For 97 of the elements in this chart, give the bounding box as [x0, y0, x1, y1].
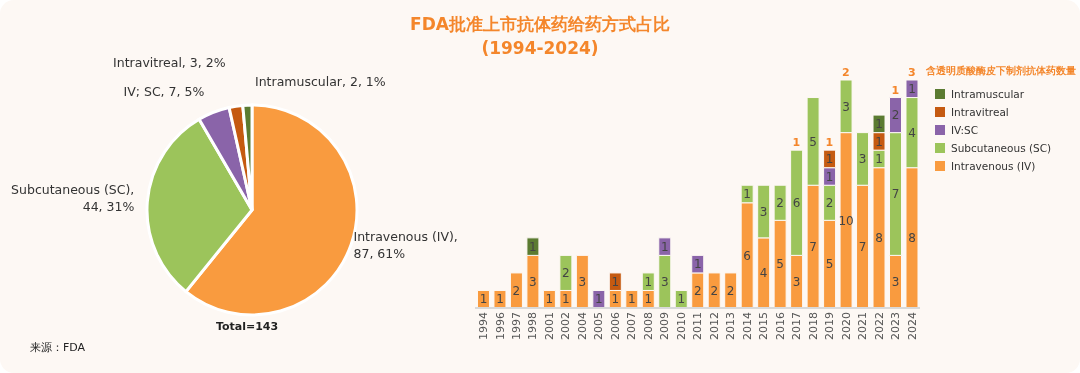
annotation: 1: [792, 136, 801, 150]
data-label: 2: [693, 283, 702, 298]
bar: [575, 254, 589, 308]
x-tick-label: 2006: [608, 312, 622, 340]
data-label: 3: [759, 204, 768, 219]
data-label: 1: [562, 292, 570, 307]
legend-label: IV:SC: [951, 124, 978, 136]
data-label: 2: [710, 283, 719, 298]
slice-label: Intramuscular, 2, 1%: [255, 74, 386, 89]
data-label: 7: [858, 239, 867, 254]
annotation: 1: [825, 136, 834, 150]
legend-label: Subcutaneous (SC): [951, 142, 1052, 154]
x-tick-label: 2010: [674, 312, 688, 340]
annotation: 3: [907, 66, 916, 79]
data-label: 3: [578, 274, 587, 289]
x-tick-label: 2020: [839, 312, 853, 340]
data-label: 5: [809, 134, 817, 149]
data-label: 1: [743, 187, 751, 202]
bar: [724, 272, 738, 308]
x-tick-label: 1998: [526, 312, 540, 340]
data-label: 2: [776, 196, 784, 211]
x-tick-label: 2001: [542, 312, 556, 340]
x-tick-label: 2013: [724, 312, 738, 340]
x-tick-label: 2015: [757, 312, 771, 340]
data-label: 1: [479, 292, 488, 307]
data-label: 1: [908, 82, 916, 97]
data-label: 5: [825, 257, 834, 272]
data-label: 7: [809, 239, 817, 254]
data-label: 1: [825, 152, 834, 167]
data-label: 1: [644, 274, 653, 289]
annotation: 1: [891, 83, 900, 97]
data-label: 7: [891, 187, 900, 202]
text: Total=143: [215, 320, 279, 333]
data-label: 5: [776, 257, 784, 272]
slice-label: IV; SC, 7, 5%: [123, 84, 205, 100]
data-label: 2: [726, 283, 735, 298]
data-label: 3: [842, 99, 850, 114]
chart-title: FDA批准上市抗体药给药方式占比 (1994-2024): [410, 13, 670, 60]
x-tick-label: 2014: [740, 312, 754, 340]
annotation: 2: [842, 66, 850, 79]
x-tick-label: 2018: [806, 312, 820, 340]
x-tick-label: 2024: [905, 312, 919, 340]
data-label: 2: [562, 266, 570, 281]
data-label: 1: [644, 292, 653, 307]
source-note: 来源：FDA: [30, 341, 86, 354]
data-label: 3: [891, 274, 900, 289]
x-tick-label: 2002: [559, 312, 573, 340]
slice-label: Intravitreal, 3, 2%: [113, 54, 226, 70]
data-label: 1: [611, 274, 620, 289]
x-tick-label: 2016: [773, 312, 787, 340]
data-label: 1: [677, 292, 686, 307]
x-tick-label: 2007: [625, 312, 639, 340]
data-label: 1: [595, 292, 603, 307]
data-label: 3: [660, 274, 669, 289]
data-label: 4: [759, 266, 768, 281]
data-label: 1: [611, 292, 620, 307]
data-label: 4: [908, 125, 916, 140]
legend-label: Intravenous (IV): [951, 160, 1036, 172]
x-tick-label: 2022: [872, 312, 886, 340]
data-label: 2: [825, 196, 834, 211]
x-tick-label: 1994: [477, 312, 491, 340]
text: 含透明质酸酶皮下制剂抗体药数量: [925, 65, 1076, 76]
data-label: 1: [660, 239, 669, 254]
x-tick-label: 2019: [823, 312, 837, 340]
x-tick-label: 2017: [790, 312, 804, 340]
legend-label: Intravitreal: [951, 106, 1009, 118]
bar: [707, 272, 721, 308]
x-tick-label: 1997: [510, 312, 524, 340]
data-label: 8: [875, 231, 883, 246]
data-label: 1: [545, 292, 554, 307]
data-label: 1: [496, 292, 504, 307]
x-tick-label: 2021: [856, 312, 870, 340]
data-label: 1: [875, 134, 883, 149]
x-tick-label: 2005: [592, 312, 606, 340]
x-tick-label: 1996: [493, 312, 507, 340]
data-label: 2: [891, 108, 900, 123]
x-tick-label: 2011: [691, 312, 705, 340]
data-label: 1: [693, 257, 702, 272]
data-label: 3: [792, 274, 801, 289]
data-label: 3: [858, 152, 867, 167]
x-tick-label: 2008: [641, 312, 655, 340]
slice-label: Subcutaneous (SC), 44, 31%: [11, 182, 135, 215]
data-label: 1: [627, 292, 636, 307]
data-label: 1: [875, 152, 883, 167]
x-tick-label: 2009: [658, 312, 672, 340]
x-tick-label: 2012: [707, 312, 721, 340]
data-label: 1: [825, 169, 834, 184]
x-tick-label: 2023: [889, 312, 903, 340]
bar: [509, 272, 523, 308]
x-tick-label: 2004: [575, 312, 589, 340]
legend-label: Intramuscular: [951, 88, 1025, 100]
data-label: 6: [743, 248, 751, 263]
data-label: 2: [512, 283, 521, 298]
data-label: 6: [792, 196, 801, 211]
slice-label: Intravenous (IV), 87, 61%: [353, 228, 458, 261]
data-label: 3: [529, 274, 537, 289]
data-label: 8: [908, 231, 916, 246]
